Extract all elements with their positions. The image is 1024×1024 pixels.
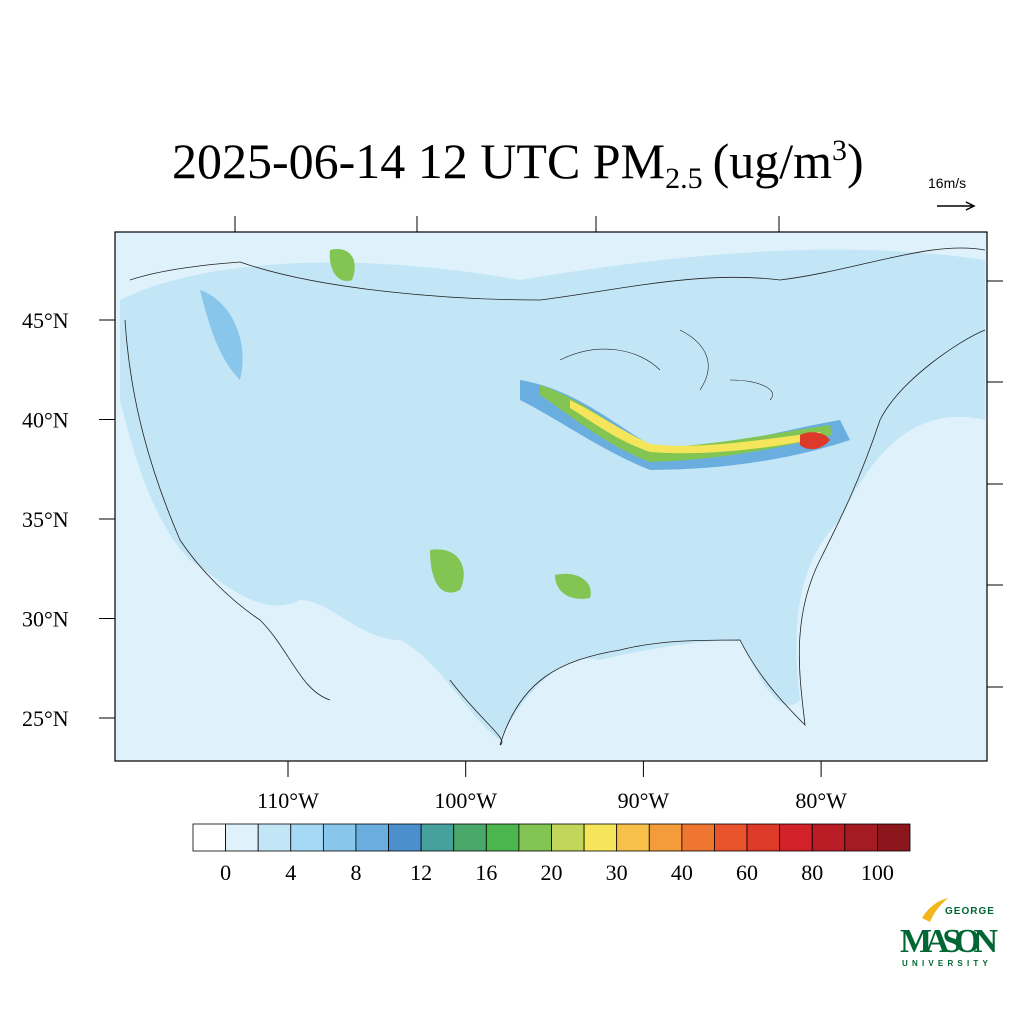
colorbar-tick-label: 40 bbox=[671, 860, 693, 885]
map-field bbox=[115, 232, 987, 761]
title-sub: 2.5 bbox=[665, 162, 703, 195]
reference-vector-label: 16m/s bbox=[928, 175, 966, 191]
frame-ticks bbox=[234, 216, 1003, 688]
colorbar-box bbox=[551, 823, 585, 852]
colorbar-box bbox=[583, 823, 618, 852]
title-sup: 3 bbox=[832, 134, 847, 167]
colorbar-box bbox=[355, 823, 389, 852]
lon-tick-label: 110°W bbox=[257, 788, 319, 813]
colorbar-box bbox=[257, 823, 292, 852]
colorbar-box bbox=[746, 823, 781, 852]
colorbar-tick-label: 20 bbox=[541, 860, 563, 885]
colorbar-tick-label: 80 bbox=[801, 860, 823, 885]
colorbar-box bbox=[453, 823, 487, 852]
colorbar-box bbox=[779, 823, 813, 852]
title-main: 2025-06-14 12 UTC PM bbox=[172, 133, 665, 189]
colorbar-tick-label: 16 bbox=[475, 860, 497, 885]
colorbar-tick-label: 12 bbox=[410, 860, 432, 885]
colorbar-box bbox=[681, 823, 715, 852]
lon-tick-label: 100°W bbox=[434, 788, 497, 813]
lon-tick-label: 90°W bbox=[618, 788, 670, 813]
lat-tick-label: 45°N bbox=[22, 308, 69, 333]
map-axes: 45°N 40°N 35°N 30°N 25°N 110°W 100°W 90°W 80°W bbox=[22, 308, 847, 813]
reference-vector bbox=[937, 201, 976, 211]
lat-tick-label: 40°N bbox=[22, 408, 69, 433]
colorbar-box bbox=[485, 823, 520, 852]
colorbar-box bbox=[844, 823, 878, 852]
colorbar-tick-label: 100 bbox=[861, 860, 894, 885]
colorbar-box bbox=[388, 823, 422, 852]
colorbar-box bbox=[518, 823, 552, 852]
colorbar-box bbox=[192, 823, 226, 852]
lat-tick-label: 25°N bbox=[22, 706, 69, 731]
colorbar-box bbox=[290, 823, 324, 852]
colorbar-box bbox=[811, 823, 846, 852]
colorbar-box bbox=[322, 823, 357, 852]
title: 2025-06-14 12 UTC PM2.5 (ug/m3) bbox=[172, 133, 864, 195]
logo-main: MASON bbox=[900, 923, 998, 960]
colorbar-tick-label: 30 bbox=[606, 860, 628, 885]
map-frame bbox=[114, 231, 988, 762]
lat-tick-label: 35°N bbox=[22, 507, 69, 532]
logo-top: GEORGE bbox=[945, 906, 995, 917]
logo-bottom: UNIVERSITY bbox=[902, 959, 992, 968]
colorbar-tick-label: 60 bbox=[736, 860, 758, 885]
logo: GEORGE MASON UNIVERSITY bbox=[900, 898, 998, 968]
colorbar-box bbox=[877, 823, 911, 852]
lat-tick-label: 30°N bbox=[22, 607, 69, 632]
title-close: ) bbox=[847, 133, 864, 189]
colorbar-box bbox=[225, 823, 259, 852]
colorbar-tick-label: 0 bbox=[220, 860, 231, 885]
title-unit: (ug/m bbox=[713, 133, 833, 189]
colorbar: 0 4 8 12 16 20 30 40 60 80 100 bbox=[192, 823, 911, 885]
colorbar-box bbox=[616, 823, 650, 852]
colorbar-tick-label: 4 bbox=[285, 860, 296, 885]
lon-tick-label: 80°W bbox=[795, 788, 847, 813]
colorbar-tick-label: 8 bbox=[350, 860, 361, 885]
colorbar-box bbox=[714, 823, 748, 852]
colorbar-box bbox=[648, 823, 683, 852]
colorbar-box bbox=[420, 823, 455, 852]
